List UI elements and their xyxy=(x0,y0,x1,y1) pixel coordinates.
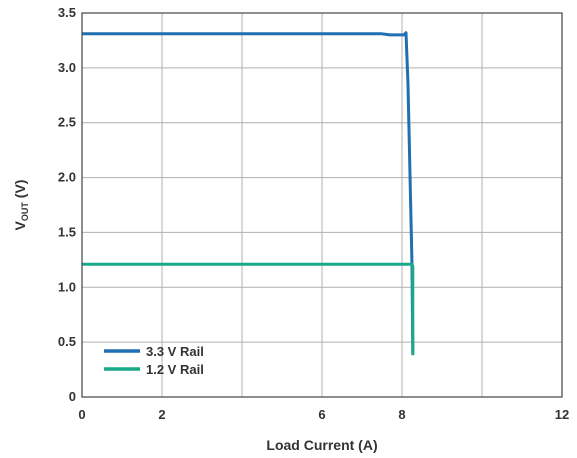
y-tick-label: 0 xyxy=(69,389,76,404)
x-axis-title: Load Current (A) xyxy=(266,437,377,453)
y-tick-label: 1.0 xyxy=(58,279,76,294)
y-tick-label: 0.5 xyxy=(58,334,76,349)
legend-label-3v3: 3.3 V Rail xyxy=(146,344,204,359)
grid xyxy=(82,13,562,397)
legend-label-1v2: 1.2 V Rail xyxy=(146,362,204,377)
y-tick-label: 3.0 xyxy=(58,60,76,75)
x-tick-label: 8 xyxy=(398,407,405,422)
y-tick-label: 3.5 xyxy=(58,5,76,20)
x-tick-label: 12 xyxy=(555,407,569,422)
tick-labels: 0 2 6 8 12 0 0.5 1.0 1.5 2.0 2.5 3.0 3.5 xyxy=(58,5,569,422)
y-axis-title-main: V xyxy=(12,220,28,230)
x-tick-label: 2 xyxy=(158,407,165,422)
y-tick-label: 1.5 xyxy=(58,224,76,239)
y-axis-title-sub: OUT xyxy=(20,202,30,222)
y-axis-title-unit: (V) xyxy=(12,180,28,203)
plot-frame xyxy=(81,12,563,398)
series-line-0 xyxy=(82,31,415,354)
y-axis-title: VOUT (V) xyxy=(12,180,30,231)
y-tick-label: 2.0 xyxy=(58,170,76,185)
x-tick-label: 0 xyxy=(78,407,85,422)
series-layer xyxy=(82,31,415,356)
series-line-1 xyxy=(82,262,415,356)
legend: 3.3 V Rail 1.2 V Rail xyxy=(104,344,204,377)
x-tick-label: 6 xyxy=(318,407,325,422)
y-tick-label: 2.5 xyxy=(58,115,76,130)
